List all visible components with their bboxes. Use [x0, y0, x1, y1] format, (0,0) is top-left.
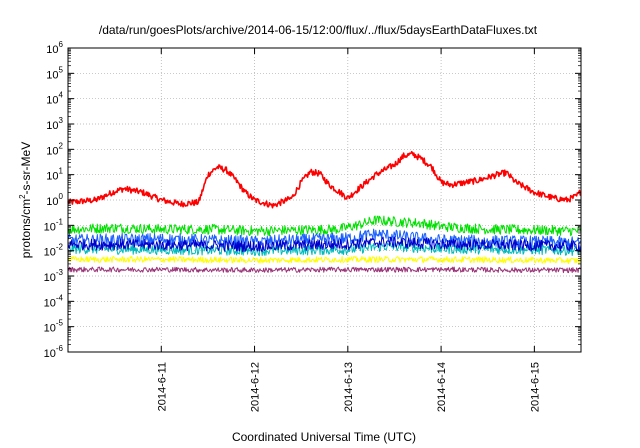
y-tick-label-base: 10 [46, 44, 58, 56]
y-tick-label: 106 [46, 40, 63, 56]
y-tick-label-exponent: 6 [59, 40, 64, 49]
series-layer [67, 150, 582, 274]
series-line-2 [67, 215, 582, 237]
series-line-5 [67, 236, 582, 253]
y-tick-label-base: 10 [46, 95, 58, 107]
y-tick-label-base: 10 [46, 145, 58, 157]
y-tick-label-exponent: -1 [56, 217, 64, 226]
y-tick-label-exponent: 5 [59, 65, 64, 74]
series-line-1 [67, 150, 582, 209]
y-axis-label-sup: 2 [18, 194, 27, 199]
series-line-3 [67, 242, 582, 257]
y-tick-label-base: 10 [46, 171, 58, 183]
y-tick-label-base: 10 [44, 221, 56, 233]
y-tick-label-base: 10 [44, 323, 56, 335]
grid-lines [68, 48, 581, 352]
x-axis: 2014-6-11 2014-6-12 2014-6-13 2014-6-14 2014… [156, 48, 541, 412]
y-tick-label-exponent: -5 [56, 319, 64, 328]
chart-title: /data/run/goesPlots/archive/2014-06-15/1… [99, 23, 538, 37]
y-tick-label-base: 10 [44, 348, 56, 360]
y-tick-label-base: 10 [46, 196, 58, 208]
y-tick-label: 10-2 [44, 243, 64, 259]
plot-frame [67, 47, 582, 353]
y-tick-label-base: 10 [44, 297, 56, 309]
y-axis-label: protons/cm2-s-sr-MeV [18, 142, 33, 258]
y-tick-label: 10-5 [44, 319, 64, 335]
x-tick-label: 2014-6-12 [250, 362, 262, 412]
y-tick-label-base: 10 [46, 120, 58, 132]
y-tick-label: 100 [46, 192, 63, 208]
y-tick-label-exponent: 2 [59, 141, 64, 150]
y-tick-label-exponent: 1 [59, 167, 64, 176]
y-axis-label-base: protons/cm [19, 199, 33, 258]
y-tick-label-exponent: -3 [56, 268, 64, 277]
y-axis-label-rest: -s-sr-MeV [19, 142, 33, 195]
y-tick-label-base: 10 [44, 272, 56, 284]
y-tick-label-exponent: -6 [56, 344, 64, 353]
y-tick-label-exponent: 0 [59, 192, 64, 201]
y-tick-label: 10-6 [44, 344, 64, 360]
y-tick-label: 104 [46, 91, 63, 107]
x-tick-label: 2014-6-13 [343, 362, 355, 412]
x-axis-label: Coordinated Universal Time (UTC) [232, 430, 416, 444]
y-tick-label-base: 10 [44, 247, 56, 259]
series-line-6 [67, 255, 582, 265]
series-line-7 [67, 266, 582, 274]
y-tick-label: 102 [46, 141, 63, 157]
y-tick-label-exponent: 4 [59, 91, 64, 100]
y-tick-label: 103 [46, 116, 63, 132]
y-tick-label-base: 10 [46, 69, 58, 81]
y-tick-label-exponent: 3 [59, 116, 64, 125]
x-tick-label: 2014-6-11 [156, 362, 168, 411]
y-tick-label: 105 [46, 65, 63, 81]
y-tick-label: 10-3 [44, 268, 64, 284]
y-axis: 10-610-510-410-310-210-11001011021031041… [44, 40, 581, 360]
y-tick-label: 10-4 [44, 293, 64, 309]
y-tick-label-exponent: -4 [56, 293, 64, 302]
y-tick-label: 10-1 [44, 217, 64, 233]
x-tick-label: 2014-6-14 [436, 362, 448, 412]
x-tick-label: 2014-6-15 [529, 362, 541, 412]
y-tick-label-exponent: -2 [56, 243, 64, 252]
y-tick-label: 101 [46, 167, 63, 183]
